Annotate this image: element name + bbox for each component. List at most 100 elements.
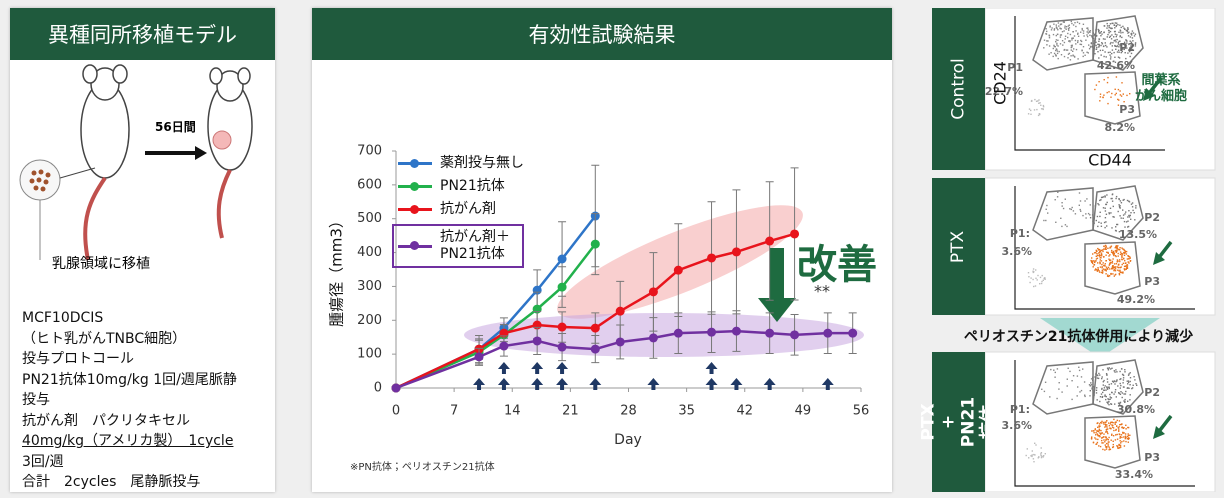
data-point [707,253,717,263]
flow-plot: P1: 3.6% P2 13.5% P3 49.2% [985,177,1216,316]
gate-percent: 3.6% [1001,419,1032,432]
gate [1084,415,1141,469]
data-point [731,326,741,336]
legend-swatch [398,158,432,168]
gate-percent: 13.5% [1119,228,1157,241]
plot-axes [1014,16,1165,151]
x-tick-label: 7 [450,404,458,419]
gate-percent: 22.7% [985,85,1023,98]
data-point [557,254,567,264]
x-tick-label: 35 [678,404,695,419]
y-tick-label: 300 [357,279,382,294]
gate-percent: 3.6% [1001,245,1032,258]
gate [1092,359,1144,415]
gate-label: P1: [1010,403,1030,416]
data-point [765,236,775,246]
y-tick-label: 700 [357,144,382,159]
data-point [474,352,484,362]
gate [1092,15,1144,71]
gate-label: P3 [1144,275,1160,288]
legend-marker [410,181,419,191]
chart-area: 改善 ** Day 腫瘍径（mm3） ※PN抗体；ペリオスチン21抗体 0 100… [312,60,892,492]
chart-title: 有効性試験結果 [312,8,892,60]
data-point [532,336,542,346]
red-trend-band [557,205,803,319]
legend-label: 薬剤投与無し [440,155,524,171]
x-tick-label: 56 [853,404,870,419]
data-point [557,342,567,352]
protocol-text: MCF10DCIS （ヒト乳がんTNBC細胞） 投与プロトコール PN21抗体10mg… [22,308,237,493]
gate [1084,241,1141,295]
duration-label: 56日間 [155,120,196,134]
plot-axes [1014,186,1195,310]
protocol-line: MCF10DCIS [22,310,104,326]
legend-item: 薬剤投与無し [398,155,524,172]
plot-dots [1027,20,1137,117]
banner: ペリオスチン21抗体併用により減少 [963,329,1194,345]
data-point [731,247,741,257]
legend-label: PN21抗体 [440,178,505,194]
improve-arrow-head [758,298,796,322]
gate-label: P2 [1144,386,1160,399]
data-point [590,239,600,249]
flow-plot: P1: 3.6% P2 30.8% P3 33.4% [985,351,1216,492]
y-axis-label: 腫瘍径（mm3） [328,213,346,327]
y-axis-label: CD24 [991,61,1010,105]
footnote: ※PN抗体；ペリオスチン21抗体 [350,460,495,473]
dose-arrow [763,378,776,390]
legend-swatch [398,204,432,214]
dose-arrow [821,378,834,390]
y-tick-label: 600 [357,177,382,192]
chart-panel: 有効性試験結果 改善 ** Day 腫瘍径（mm3） ※PN抗体；ペリオスチン2… [312,8,892,492]
data-point [557,282,567,292]
legend-label: 抗がん剤 [440,201,496,217]
group-label: Control [932,8,985,170]
protocol-line: 投与 [22,392,50,408]
legend-marker [410,241,419,250]
protocol-line: 3回/週 [22,453,64,470]
highlight-arrow-head [1143,88,1155,101]
gate-percent: 8.2% [1104,121,1135,134]
x-axis-label: CD44 [1088,151,1132,170]
gate [1032,187,1094,241]
dose-arrow [730,378,743,390]
legend-item: 抗がん剤 [398,201,524,218]
protocol-line: 40mg/kg（アメリカ製） 1cycle [22,433,234,449]
dose-arrow [647,378,660,390]
legend-item: PN21抗体 [398,178,524,195]
gate [1092,185,1144,241]
data-point [590,323,600,333]
data-point [823,328,833,338]
cell-annotation: 間葉系がん細胞 [1135,72,1187,104]
x-tick-label: 49 [795,404,812,419]
protocol-line: 投与プロトコール [22,351,134,367]
annotation: 改善 [797,242,877,288]
gate-percent: 30.8% [1117,403,1155,416]
series-line [395,243,597,390]
plot-axes [1014,360,1195,487]
y-tick-label: 500 [357,211,382,226]
gate-label: P1: [1010,227,1030,240]
x-axis-label: Day [614,432,642,448]
data-point [615,306,625,316]
legend-swatch [398,181,432,191]
chart: 改善 ** Day 腫瘍径（mm3） ※PN抗体；ペリオスチン21抗体 0 100… [328,144,878,474]
annotation: ** [814,282,830,301]
highlight-arrow-head [1153,252,1165,265]
gate-percent: 42.6% [1097,59,1135,72]
data-point [557,322,567,332]
x-tick-label: 0 [392,404,400,419]
gate-label: P2 [1119,41,1135,54]
dose-arrow [531,362,544,390]
improve-arrow [770,248,784,300]
y-tick-label: 100 [357,347,382,362]
flow-plot: P1 22.7% P2 42.6% P3 8.2% CD24 CD44 間葉系がん細胞 [985,8,1216,171]
gate-label: P3 [1119,103,1135,116]
y-tick-label: 400 [357,245,382,260]
flow-plots: P1 22.7% P2 42.6% P3 8.2% CD24 CD44 間葉系がん細胞 P1: 3.… [985,8,1216,492]
legend-item: 抗がん剤＋ PN21抗体 [392,224,524,268]
data-point [499,341,509,351]
highlight-arrow-head [1153,426,1165,439]
x-tick-label: 42 [736,404,753,419]
data-point [648,287,658,297]
